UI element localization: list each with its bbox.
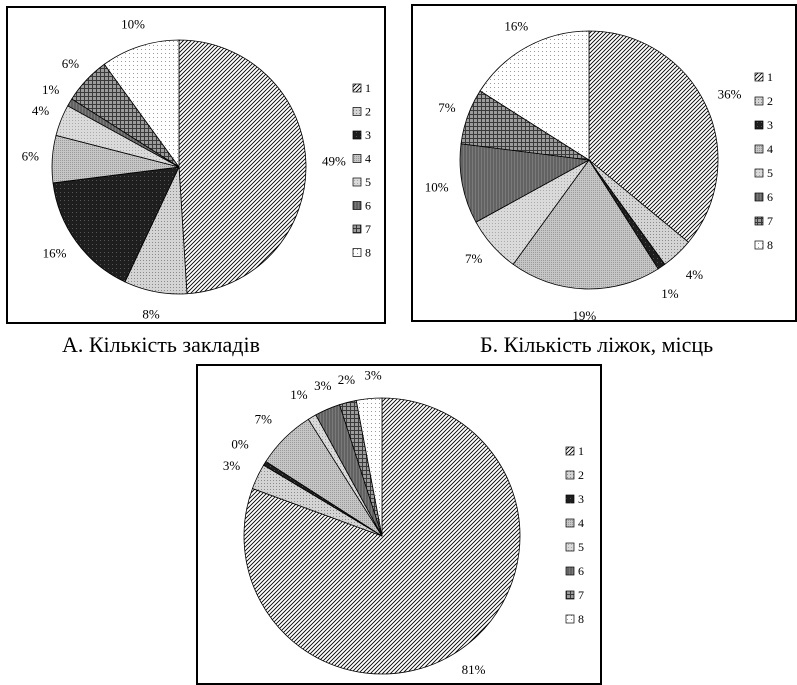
- legend-label-4: 4: [578, 516, 584, 530]
- legend-label-3: 3: [767, 118, 773, 132]
- pie-slice-1: [243, 397, 521, 675]
- pie-chart-panel-b: 36% 4% 1% 19% 7% 10% 7% 16% 1 2 3 4 5 6 7 8: [411, 4, 797, 322]
- legend-label-7: 7: [767, 214, 773, 228]
- data-label-2: 8%: [142, 306, 160, 321]
- data-label-5: 4%: [32, 103, 50, 118]
- legend-label-8: 8: [578, 612, 584, 626]
- data-label-7: 2%: [338, 372, 356, 387]
- legend-swatch-8: [565, 614, 575, 624]
- pie-chart-panel-c: 81% 3% 0% 7% 1% 3% 2% 3% 1 2 3 4 5 6 7 8: [196, 364, 602, 685]
- legend-swatch-6: [754, 192, 764, 202]
- legend-swatch-4: [565, 518, 575, 528]
- legend-swatch-8: [754, 240, 764, 250]
- legend-label-3: 3: [365, 128, 371, 142]
- legend-label-6: 6: [365, 198, 371, 212]
- legend-label-8: 8: [767, 238, 773, 252]
- data-label-8: 16%: [504, 19, 528, 34]
- data-label-6: 3%: [314, 378, 332, 393]
- data-label-4: 7%: [255, 411, 272, 426]
- data-label-5: 1%: [290, 387, 308, 402]
- legend-label-1: 1: [767, 70, 773, 84]
- legend-swatch-2: [754, 96, 764, 106]
- pie-slice-3: [52, 166, 180, 283]
- pie-slice-4: [512, 159, 659, 290]
- legend-label-6: 6: [767, 190, 773, 204]
- pie-chart-panel-a: 49% 8% 16% 6% 4% 1% 6% 10% 1 2 3 4 5 6 7 8: [6, 6, 386, 324]
- legend-swatch-7: [565, 590, 575, 600]
- data-label-7: 7%: [438, 100, 456, 115]
- legend-swatch-5: [352, 177, 362, 187]
- data-label-1: 36%: [718, 87, 742, 102]
- data-label-4: 19%: [572, 308, 596, 320]
- caption-b: Б. Кількість ліжок, місць: [480, 332, 714, 357]
- legend-label-5: 5: [365, 175, 371, 189]
- data-label-1: 49%: [322, 153, 346, 168]
- caption-a: А. Кількість закладів: [62, 332, 260, 357]
- data-label-3: 16%: [43, 246, 67, 261]
- data-label-6: 1%: [42, 82, 60, 97]
- legend-swatch-5: [565, 542, 575, 552]
- legend-swatch-2: [352, 107, 362, 116]
- data-label-4: 6%: [22, 149, 40, 164]
- legend-swatch-3: [565, 494, 575, 504]
- legend-label-4: 4: [365, 151, 371, 165]
- pie-slice-8: [103, 39, 180, 169]
- legend-label-1: 1: [365, 81, 371, 95]
- legend-label-5: 5: [767, 166, 773, 180]
- data-label-8: 3%: [364, 368, 382, 383]
- pie-slice-1: [178, 39, 307, 295]
- legend-label-2: 2: [767, 94, 773, 108]
- legend-swatch-6: [565, 566, 575, 576]
- legend-swatch-1: [565, 446, 575, 456]
- legend-swatch-2: [565, 470, 575, 480]
- legend-swatch-3: [352, 130, 362, 140]
- legend-swatch-3: [754, 120, 764, 130]
- data-label-5: 7%: [465, 251, 483, 266]
- legend-label-2: 2: [365, 104, 371, 118]
- legend-label-6: 6: [578, 564, 584, 578]
- pie-slice-8: [355, 397, 383, 537]
- legend-swatch-4: [352, 154, 362, 163]
- data-label-6: 10%: [425, 179, 449, 194]
- data-label-7: 6%: [62, 56, 80, 71]
- legend-swatch-5: [754, 168, 764, 178]
- legend-label-1: 1: [578, 444, 584, 458]
- legend-label-7: 7: [365, 222, 371, 236]
- legend-swatch-7: [754, 216, 764, 226]
- legend-swatch-8: [352, 248, 362, 257]
- data-label-8: 10%: [121, 16, 145, 31]
- legend-swatch-1: [754, 72, 764, 82]
- pie-chart-c: 81% 3% 0% 7% 1% 3% 2% 3% 1 2 3 4 5 6 7 8: [223, 368, 584, 678]
- legend-label-5: 5: [578, 540, 584, 554]
- data-label-1: 81%: [462, 662, 486, 677]
- pie-chart-b: 36% 4% 1% 19% 7% 10% 7% 16% 1 2 3 4 5 6 7 8: [425, 19, 773, 320]
- pie-slice-8: [479, 30, 590, 161]
- data-label-2: 3%: [223, 458, 241, 473]
- pie-slice-6: [459, 143, 591, 223]
- legend-label-3: 3: [578, 492, 584, 506]
- data-label-3: 1%: [661, 286, 679, 301]
- legend-label-4: 4: [767, 142, 773, 156]
- legend-label-2: 2: [578, 468, 584, 482]
- legend-swatch-7: [352, 224, 362, 234]
- legend-swatch-1: [352, 83, 362, 93]
- legend-swatch-4: [754, 144, 764, 154]
- legend-label-7: 7: [578, 588, 584, 602]
- data-label-3: 0%: [231, 437, 249, 452]
- data-label-2: 4%: [686, 267, 704, 282]
- pie-slice-1: [588, 30, 719, 243]
- legend-label-8: 8: [365, 245, 371, 259]
- legend-swatch-6: [352, 201, 362, 210]
